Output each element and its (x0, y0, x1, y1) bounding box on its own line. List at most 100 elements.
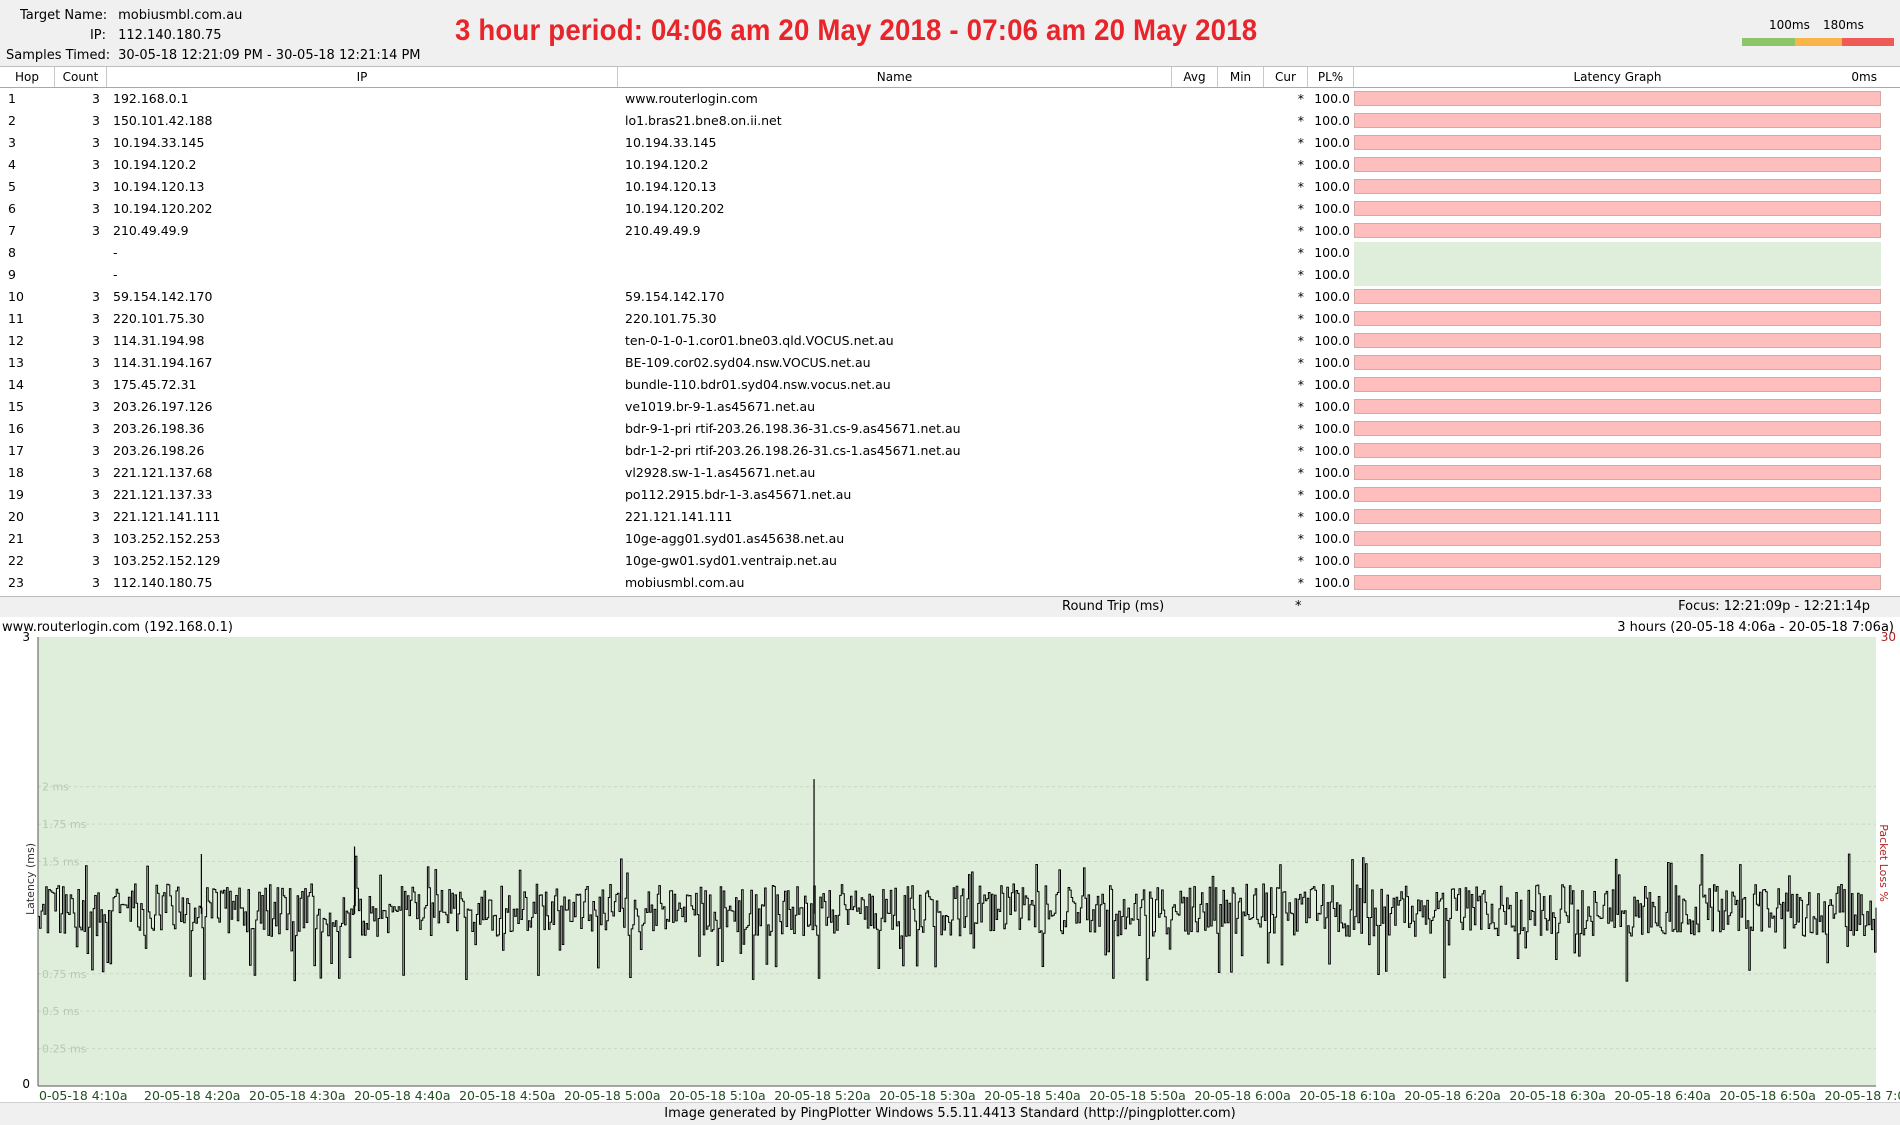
cell-ip: 114.31.194.167 (113, 355, 213, 370)
cell-count: 3 (92, 377, 100, 392)
cell-count: 3 (92, 487, 100, 502)
table-row[interactable]: 6 3 10.194.120.202 10.194.120.202 * 100.0 (0, 198, 1900, 220)
cell-name (625, 242, 1165, 264)
latency-bar (1354, 91, 1881, 106)
table-row[interactable]: 21 3 103.252.152.253 10ge-agg01.syd01.as456… (0, 528, 1900, 550)
cell-name: 10.194.120.2 (625, 157, 709, 172)
col-hop[interactable]: Hop (0, 67, 55, 87)
legend-orange-bar (1795, 38, 1842, 46)
x-tick-label: 20-05-18 6:20a (1404, 1088, 1500, 1102)
col-min[interactable]: Min (1218, 67, 1264, 87)
cell-count (55, 242, 100, 264)
y-tick-label: 0 (22, 1077, 30, 1091)
cell-hop: 17 (8, 443, 24, 458)
table-row[interactable]: 11 3 220.101.75.30 220.101.75.30 * 100.0 (0, 308, 1900, 330)
table-row[interactable]: 5 3 10.194.120.13 10.194.120.13 * 100.0 (0, 176, 1900, 198)
samples-label: Samples Timed: (6, 48, 111, 63)
cell-cur: * (1297, 377, 1304, 392)
x-tick-label: 20-05-18 6:00a (1194, 1088, 1290, 1102)
x-tick-label: 20-05-18 5:00a (564, 1088, 660, 1102)
cell-ip: 103.252.152.129 (113, 553, 221, 568)
x-tick-label: 20-05-18 4:50a (459, 1088, 555, 1102)
col-pl[interactable]: PL% (1308, 67, 1354, 87)
cell-name: 10.194.33.145 (625, 135, 717, 150)
round-trip-label: Round Trip (ms) (1062, 599, 1165, 614)
table-row[interactable]: 23 3 112.140.180.75 mobiusmbl.com.au * 100.0 (0, 572, 1900, 594)
cell-cur: * (1297, 333, 1304, 348)
cell-count: 3 (92, 289, 100, 304)
cell-ip: 175.45.72.31 (113, 377, 197, 392)
col-cur[interactable]: Cur (1264, 67, 1308, 87)
x-tick-label: 0-05-18 4:10a (39, 1088, 128, 1102)
latency-bar (1354, 135, 1881, 150)
table-row[interactable]: 22 3 103.252.152.129 10ge-gw01.syd01.ventra… (0, 550, 1900, 572)
latency-bar (1354, 355, 1881, 370)
col-latency-graph[interactable]: Latency Graph 0ms (1354, 67, 1881, 87)
cell-hop: 5 (8, 179, 16, 194)
cell-cur: * (1297, 465, 1304, 480)
table-row[interactable]: 19 3 221.121.137.33 po112.2915.bdr-1-3.as45… (0, 484, 1900, 506)
table-row[interactable]: 4 3 10.194.120.2 10.194.120.2 * 100.0 (0, 154, 1900, 176)
focus-range[interactable]: Focus: 12:21:09p - 12:21:14p (1678, 599, 1870, 614)
col-avg[interactable]: Avg (1172, 67, 1218, 87)
table-row[interactable]: 3 3 10.194.33.145 10.194.33.145 * 100.0 (0, 132, 1900, 154)
cell-cur: * (1297, 443, 1304, 458)
gridline-label: 0.25 ms (42, 1043, 87, 1056)
col-ip[interactable]: IP (107, 67, 618, 87)
table-row[interactable]: 9 - * 100.0 (0, 264, 1900, 286)
y-axis-title: Latency (ms) (24, 843, 37, 915)
cell-count (55, 264, 100, 286)
table-row[interactable]: 7 3 210.49.49.9 210.49.49.9 * 100.0 (0, 220, 1900, 242)
cell-ip: - (113, 245, 118, 260)
table-row[interactable]: 13 3 114.31.194.167 BE-109.cor02.syd04.nsw.… (0, 352, 1900, 374)
cell-cur: * (1297, 267, 1304, 282)
table-row[interactable]: 18 3 221.121.137.68 vl2928.sw-1-1.as45671.n… (0, 462, 1900, 484)
cell-hop: 9 (8, 267, 16, 282)
table-row[interactable]: 20 3 221.121.141.111 221.121.141.111 * 100.0 (0, 506, 1900, 528)
cell-cur: * (1297, 399, 1304, 414)
cell-ip: 220.101.75.30 (113, 311, 205, 326)
table-row[interactable]: 2 3 150.101.42.188 lo1.bras21.bne8.on.ii.ne… (0, 110, 1900, 132)
cell-name: 221.121.141.111 (625, 509, 733, 524)
graph-range: 3 hours (20-05-18 4:06a - 20-05-18 7:06a… (1617, 620, 1894, 635)
table-row[interactable]: 10 3 59.154.142.170 59.154.142.170 * 100.0 (0, 286, 1900, 308)
cell-count: 3 (92, 311, 100, 326)
cell-pl: 100.0 (1314, 311, 1350, 326)
cell-ip: 203.26.198.36 (113, 421, 205, 436)
table-row[interactable]: 8 - * 100.0 (0, 242, 1900, 264)
table-row[interactable]: 1 3 192.168.0.1 www.routerlogin.com * 100.0 (0, 88, 1900, 110)
x-tick-label: 20-05-18 6:50a (1719, 1088, 1815, 1102)
cell-cur: * (1297, 113, 1304, 128)
cell-ip: 10.194.33.145 (113, 135, 205, 150)
timeline-graph[interactable]: www.routerlogin.com (192.168.0.1) 3 hour… (0, 617, 1900, 1102)
x-tick-label: 20-05-18 4:20a (144, 1088, 240, 1102)
cell-ip: 10.194.120.202 (113, 201, 213, 216)
cell-ip: 103.252.152.253 (113, 531, 221, 546)
col-count[interactable]: Count (55, 67, 107, 87)
latency-bar (1354, 531, 1881, 546)
table-row[interactable]: 12 3 114.31.194.98 ten-0-1-0-1.cor01.bne03.… (0, 330, 1900, 352)
latency-bar (1354, 509, 1881, 524)
trace-table: Hop Count IP Name Avg Min Cur PL% Latenc… (0, 66, 1900, 597)
cell-count: 3 (92, 465, 100, 480)
table-row[interactable]: 17 3 203.26.198.26 bdr-1-2-pri rtif-203.26.… (0, 440, 1900, 462)
cell-count: 3 (92, 553, 100, 568)
cell-name: BE-109.cor02.syd04.nsw.VOCUS.net.au (625, 355, 871, 370)
gridline-label: 2 ms (42, 781, 69, 794)
cell-cur: * (1297, 311, 1304, 326)
cell-pl: 100.0 (1314, 355, 1350, 370)
cell-count: 3 (92, 223, 100, 238)
cell-cur: * (1297, 575, 1304, 590)
latency-bar (1354, 264, 1881, 286)
cell-cur: * (1297, 355, 1304, 370)
cell-ip: 10.194.120.13 (113, 179, 205, 194)
table-row[interactable]: 15 3 203.26.197.126 ve1019.br-9-1.as45671.n… (0, 396, 1900, 418)
table-row[interactable]: 16 3 203.26.198.36 bdr-9-1-pri rtif-203.26.… (0, 418, 1900, 440)
latency-chart[interactable]: 2 ms1.75 ms1.5 ms0.75 ms0.5 ms0.25 ms303… (0, 617, 1900, 1102)
col-name[interactable]: Name (618, 67, 1172, 87)
cell-count: 3 (92, 201, 100, 216)
cell-count: 3 (92, 531, 100, 546)
round-trip-bar: Round Trip (ms) * Focus: 12:21:09p - 12:… (0, 596, 1900, 618)
cell-name: 220.101.75.30 (625, 311, 717, 326)
table-row[interactable]: 14 3 175.45.72.31 bundle-110.bdr01.syd04.ns… (0, 374, 1900, 396)
